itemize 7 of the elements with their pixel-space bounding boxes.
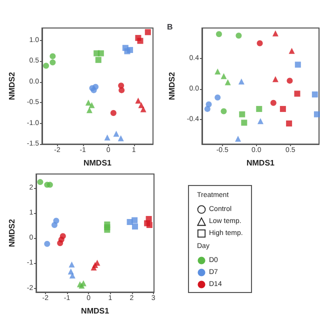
x-axis-title: NMDS1 [81,306,110,316]
y-axis-title: NMDS2 [168,72,176,100]
y-axis-title: NMDS2 [8,72,16,100]
x-axis-title: NMDS1 [246,158,276,168]
chart-title: B [167,22,173,32]
x-axis-title: NMDS1 [83,158,112,168]
y-axis-title: NMDS2 [8,218,16,248]
